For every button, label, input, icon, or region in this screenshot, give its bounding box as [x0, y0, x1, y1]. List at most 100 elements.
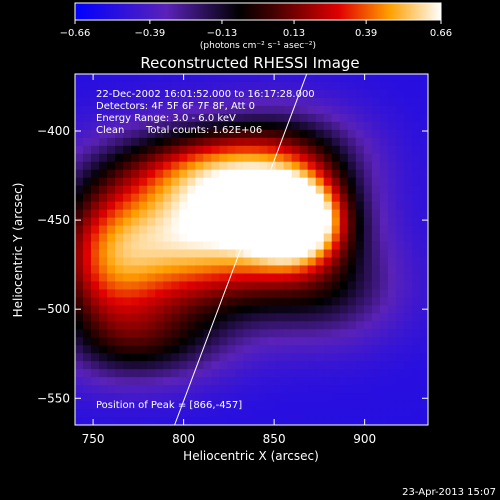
heatmap-cell: [243, 369, 253, 378]
heatmap-cell: [307, 297, 317, 306]
heatmap-cell: [379, 161, 389, 171]
heatmap-cell: [75, 409, 84, 418]
heatmap-cell: [163, 193, 172, 203]
heatmap-cell: [139, 201, 148, 211]
heatmap-cell: [419, 409, 428, 418]
heatmap-cell: [403, 121, 413, 131]
heatmap-cell: [147, 233, 156, 243]
heatmap-cell: [163, 313, 172, 322]
heatmap-cell: [371, 321, 381, 330]
heatmap-cell: [307, 145, 317, 155]
heatmap-cell: [395, 353, 405, 362]
heatmap-cell: [179, 81, 188, 91]
heatmap-cell: [211, 265, 221, 275]
heatmap-cell: [99, 225, 108, 235]
heatmap-cell: [307, 393, 317, 402]
heatmap-cell: [363, 185, 373, 195]
heatmap-cell: [267, 113, 277, 123]
heatmap-cell: [291, 209, 301, 219]
heatmap-cell: [283, 89, 293, 99]
heatmap-cell: [139, 81, 148, 91]
heatmap-cell: [299, 305, 309, 314]
heatmap-cell: [315, 177, 325, 187]
heatmap-cell: [211, 145, 221, 155]
heatmap-cell: [195, 377, 204, 386]
heatmap-cell: [339, 393, 349, 402]
heatmap-cell: [123, 145, 132, 155]
heatmap-cell: [411, 361, 421, 370]
heatmap-cell: [339, 153, 349, 163]
heatmap-cell: [115, 233, 124, 243]
heatmap-cell: [259, 185, 269, 195]
heatmap-cell: [307, 217, 317, 227]
heatmap-cell: [75, 169, 84, 179]
heatmap-cell: [347, 177, 357, 187]
heatmap-cell: [171, 89, 180, 99]
heatmap-cell: [75, 177, 84, 187]
heatmap-cell: [115, 241, 124, 251]
heatmap-cell: [259, 281, 269, 290]
heatmap-cell: [139, 281, 148, 290]
heatmap-cell: [331, 89, 341, 99]
heatmap-cell: [363, 361, 373, 370]
heatmap-cell: [355, 329, 365, 338]
heatmap-cell: [387, 137, 397, 147]
heatmap-cell: [75, 265, 84, 275]
heatmap-cell: [155, 417, 164, 425]
heatmap-cell: [259, 273, 269, 283]
heatmap-cell: [123, 321, 132, 330]
heatmap-cell: [131, 417, 140, 425]
heatmap-cell: [283, 329, 293, 338]
heatmap-cell: [235, 97, 245, 107]
heatmap-cell: [195, 97, 204, 107]
heatmap-cell: [275, 273, 285, 283]
heatmap-cell: [211, 281, 221, 290]
heatmap-cell: [139, 217, 148, 227]
heatmap-cell: [363, 401, 373, 410]
heatmap-cell: [99, 105, 108, 115]
heatmap-cell: [355, 401, 365, 410]
heatmap-cell: [155, 257, 164, 267]
heatmap-cell: [355, 81, 365, 91]
heatmap-cell: [107, 401, 116, 410]
heatmap-cell: [323, 233, 333, 243]
x-axis-label: Heliocentric X (arcsec): [183, 449, 319, 463]
heatmap-cell: [363, 281, 373, 290]
heatmap-cell: [83, 129, 92, 139]
heatmap-cell: [187, 105, 196, 115]
heatmap-cell: [187, 345, 196, 354]
heatmap-cell: [275, 393, 285, 402]
heatmap-cell: [355, 177, 365, 187]
heatmap-cell: [219, 121, 229, 131]
heatmap-cell: [227, 89, 237, 99]
heatmap-cell: [379, 273, 389, 283]
heatmap-cell: [219, 361, 229, 370]
heatmap-cell: [403, 305, 413, 314]
heatmap-cell: [219, 217, 229, 227]
heatmap-cell: [267, 105, 277, 115]
heatmap-cell: [315, 345, 325, 354]
heatmap-cell: [291, 353, 301, 362]
heatmap-cell: [155, 313, 164, 322]
heatmap-cell: [171, 201, 180, 211]
heatmap-cell: [379, 249, 389, 259]
heatmap-cell: [251, 409, 261, 418]
heatmap-cell: [299, 145, 309, 155]
heatmap-cell: [419, 185, 428, 195]
heatmap-cell: [195, 385, 204, 394]
heatmap-cell: [315, 289, 325, 298]
heatmap-cell: [363, 105, 373, 115]
heatmap-cell: [163, 209, 172, 219]
heatmap-cell: [395, 273, 405, 283]
heatmap-cell: [171, 369, 180, 378]
heatmap-cell: [83, 145, 92, 155]
heatmap-cell: [211, 401, 221, 410]
heatmap-cell: [323, 145, 333, 155]
heatmap-cell: [323, 153, 333, 163]
heatmap-cell: [91, 81, 100, 91]
heatmap-cell: [139, 305, 148, 314]
heatmap-cell: [83, 385, 92, 394]
heatmap-cell: [171, 113, 180, 123]
heatmap-cell: [107, 217, 116, 227]
heatmap-cell: [139, 369, 148, 378]
